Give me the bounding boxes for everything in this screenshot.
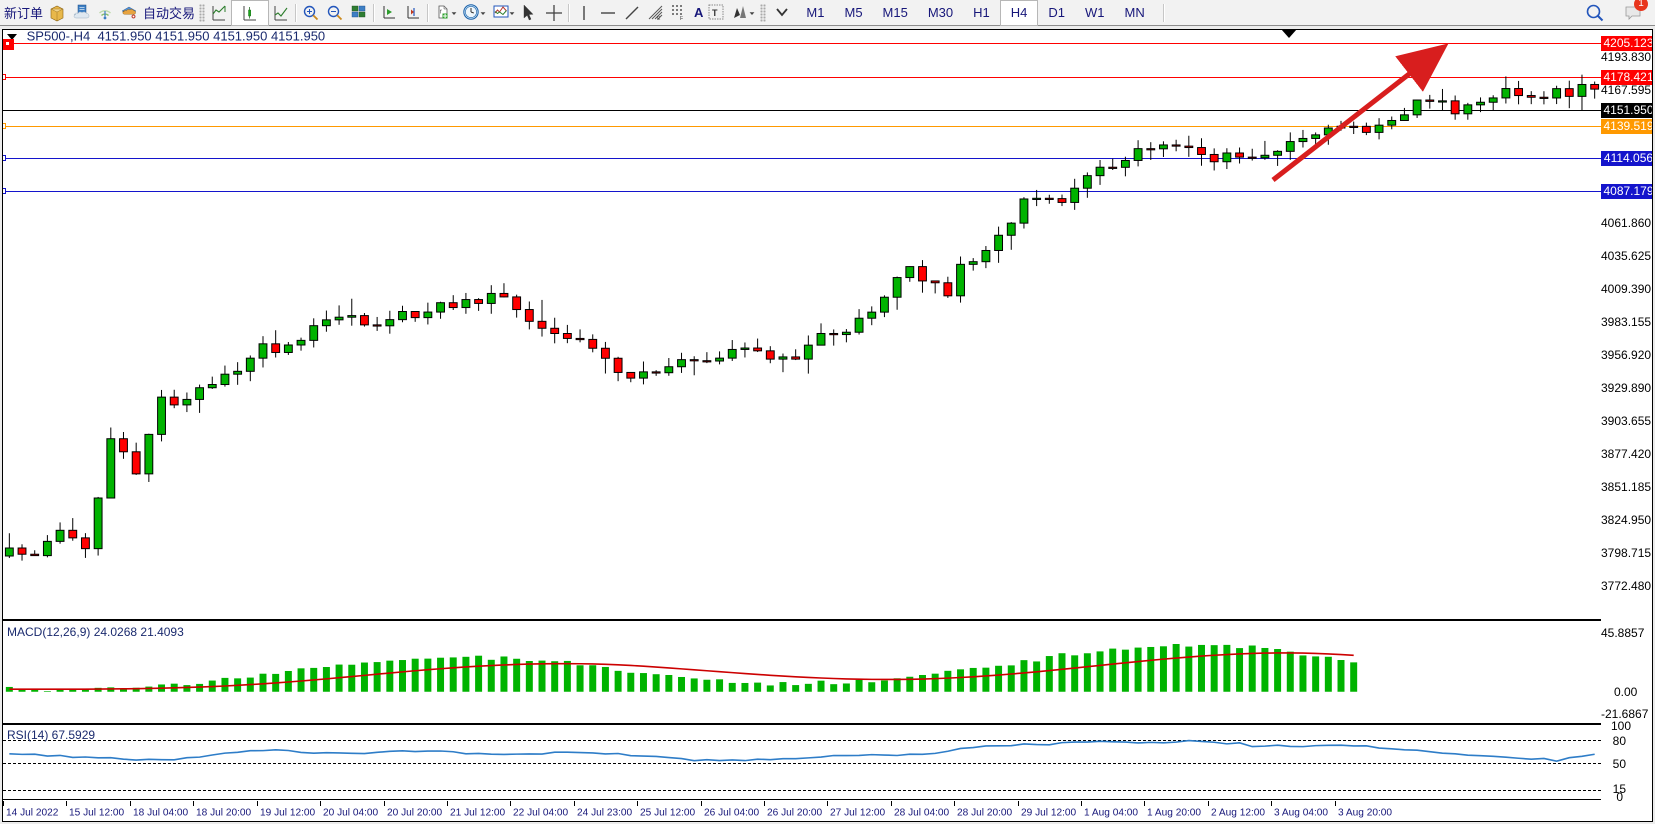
svg-text:F: F: [680, 16, 683, 22]
svg-text:T: T: [712, 8, 718, 18]
